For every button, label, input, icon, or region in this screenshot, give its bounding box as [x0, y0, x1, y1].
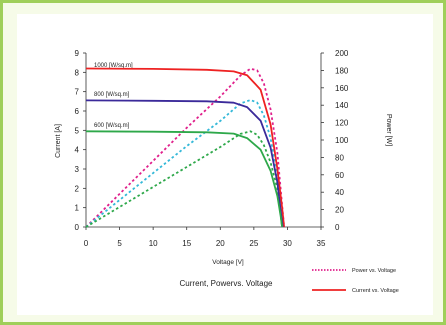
x-tick-label: 30 — [283, 239, 292, 248]
y-tick-label: 9 — [75, 49, 80, 58]
y2-tick-label: 160 — [335, 84, 349, 93]
x-tick-label: 25 — [249, 239, 258, 248]
y-tick-label: 2 — [75, 184, 80, 193]
x-axis-label: Voltage [V] — [212, 259, 244, 266]
x-tick-label: 5 — [117, 239, 122, 248]
y-tick-label: 5 — [75, 126, 80, 135]
y2-tick-label: 180 — [335, 66, 349, 75]
y2-tick-label: 0 — [335, 223, 340, 232]
power-curve-line — [85, 130, 283, 228]
annotation-600: 600 [W/sq.m] — [94, 123, 130, 129]
y-tick-label: 0 — [75, 223, 80, 232]
current-curve-line — [85, 99, 284, 228]
current-curve-line — [85, 67, 285, 228]
y-tick-label: 1 — [75, 204, 80, 213]
y2-tick-label: 40 — [335, 188, 344, 197]
y2-tick-label: 20 — [335, 206, 344, 215]
chart-title: Current, Powervs. Voltage — [180, 279, 273, 288]
y-tick-label: 7 — [75, 88, 80, 97]
y-axis-label: Current [A] — [55, 124, 62, 158]
y2-tick-label: 80 — [335, 153, 344, 162]
x-tick-label: 15 — [182, 239, 191, 248]
power-curve-line — [85, 99, 284, 228]
annotation-1000: 1000 [W/sq.m] — [94, 63, 133, 69]
power-curve-line — [85, 67, 285, 228]
x-tick-label: 20 — [216, 239, 225, 248]
y2-tick-label: 200 — [335, 49, 349, 58]
x-tick-label: 35 — [317, 239, 326, 248]
legend-label-power: Power vs. Voltage — [352, 268, 396, 274]
x-tick-label: 10 — [149, 239, 158, 248]
y-tick-label: 3 — [75, 165, 80, 174]
annotation-800: 800 [W/sq.m] — [94, 92, 130, 98]
current-curve-line — [85, 130, 283, 228]
y2-axis-label: Power [W] — [385, 114, 392, 146]
y-tick-label: 4 — [75, 146, 80, 155]
y-tick-label: 8 — [75, 68, 80, 77]
y2-tick-label: 60 — [335, 171, 344, 180]
x-tick-label: 0 — [84, 239, 89, 248]
legend-label-current: Current vs. Voltage — [352, 288, 399, 294]
y2-tick-label: 120 — [335, 119, 349, 128]
y-tick-label: 6 — [75, 107, 80, 116]
y2-tick-label: 140 — [335, 101, 349, 110]
y2-tick-label: 100 — [335, 136, 349, 145]
